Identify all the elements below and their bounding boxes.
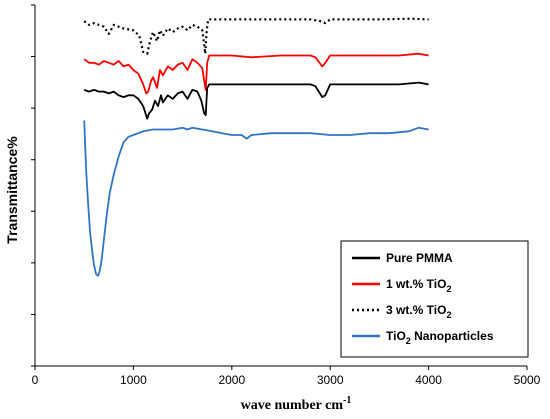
- legend-label: TiO2 Nanoparticles: [386, 329, 494, 346]
- legend-box: [340, 240, 529, 358]
- series-line-tio2-nanoparticles: [83, 120, 429, 277]
- x-tick-label: 3000: [317, 373, 344, 387]
- series-line-1-wt-tio2: [83, 52, 429, 95]
- x-axis-title: wave number cm-1: [241, 395, 352, 413]
- x-tick-label: 4000: [415, 373, 442, 387]
- series-layer: [83, 17, 429, 277]
- plot-area: [34, 5, 527, 367]
- series-line-3-wt-tio2: [83, 17, 429, 55]
- x-axis-title-main: wave number cm: [241, 398, 344, 413]
- y-axis-ticks: [31, 4, 35, 367]
- legend-label: 3 wt.% TiO2: [386, 303, 451, 320]
- x-tick-label: 1000: [120, 373, 147, 387]
- x-axis-title-superscript: -1: [343, 395, 351, 406]
- legend-label: Pure PMMA: [386, 251, 453, 265]
- x-axis-ticks: 0 1000 2000 3000 4000 5000: [32, 366, 541, 387]
- x-tick-label: 2000: [218, 373, 245, 387]
- series-line-pure-pmma: [83, 81, 429, 120]
- y-axis-title: Transmittance%: [4, 136, 20, 244]
- x-tick-label: 0: [32, 373, 39, 387]
- legend-label: 1 wt.% TiO2: [386, 277, 451, 294]
- legend: Pure PMMA 1 wt.% TiO2 3 wt.% TiO2 TiO2 Nano…: [340, 240, 529, 358]
- x-tick-label: 5000: [514, 373, 541, 387]
